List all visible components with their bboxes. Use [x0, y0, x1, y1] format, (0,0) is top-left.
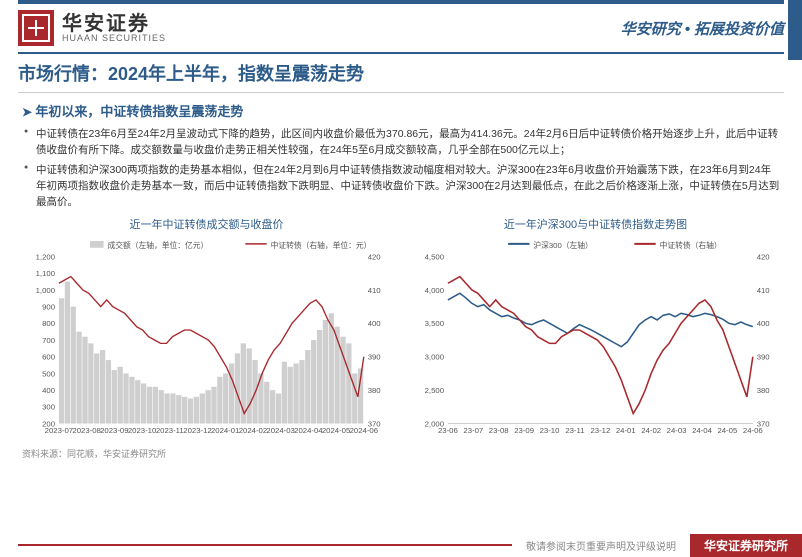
chart-right: 近一年沪深300与中证转债指数走势图 沪深300（左轴） 中证转债（右轴） 2,…: [411, 216, 780, 446]
svg-text:24-04: 24-04: [692, 427, 713, 436]
body: 年初以来，中证转债指数呈震荡走势 中证转债在23年6月至24年2月呈波动式下降的…: [0, 93, 802, 446]
svg-text:800: 800: [42, 320, 55, 329]
svg-text:23-09: 23-09: [514, 427, 534, 436]
footer-badge: 华安证券研究所: [690, 534, 802, 557]
svg-text:2024-04: 2024-04: [294, 427, 323, 436]
footer-disclaimer: 敬请参阅末页重要声明及评级说明: [512, 538, 690, 553]
svg-text:沪深300（左轴）: 沪深300（左轴）: [533, 240, 592, 250]
svg-text:420: 420: [368, 253, 381, 262]
svg-text:2023-10: 2023-10: [128, 427, 156, 436]
svg-text:2,500: 2,500: [425, 386, 444, 395]
svg-text:410: 410: [757, 286, 770, 295]
svg-text:2024-02: 2024-02: [239, 427, 267, 436]
svg-text:1,200: 1,200: [36, 253, 55, 262]
corner-accent: [788, 0, 802, 60]
svg-text:3,000: 3,000: [425, 353, 444, 362]
tagline: 华安研究•拓展投资价值: [621, 18, 784, 39]
svg-text:400: 400: [42, 386, 55, 395]
chart1-title: 近一年中证转债成交额与收盘价: [22, 216, 391, 232]
company-name-cn: 华安证券: [62, 14, 166, 34]
chart1-legend-bar: 成交额（左轴，单位：亿元）: [107, 240, 208, 250]
svg-text:600: 600: [42, 353, 55, 362]
svg-text:400: 400: [368, 320, 381, 329]
svg-text:24-01: 24-01: [616, 427, 636, 436]
company-name-en: HUAAN SECURITIES: [62, 34, 166, 43]
svg-text:700: 700: [42, 336, 55, 345]
charts-row: 近一年中证转债成交额与收盘价 成交额（左轴，单位：亿元） 中证转债（右轴，单位：…: [22, 216, 780, 446]
svg-text:2023-07: 2023-07: [45, 427, 73, 436]
svg-text:23-07: 23-07: [463, 427, 483, 436]
svg-text:24-02: 24-02: [641, 427, 661, 436]
svg-text:1,100: 1,100: [36, 269, 55, 278]
svg-text:420: 420: [757, 253, 770, 262]
svg-text:23-11: 23-11: [565, 427, 584, 436]
svg-text:1,000: 1,000: [36, 286, 55, 295]
chart-left: 近一年中证转债成交额与收盘价 成交额（左轴，单位：亿元） 中证转债（右轴，单位：…: [22, 216, 391, 446]
svg-text:4,000: 4,000: [425, 286, 444, 295]
svg-text:390: 390: [757, 353, 770, 362]
logo-block: 华安证券 HUAAN SECURITIES: [18, 10, 166, 46]
title-row: 市场行情：2024年上半年，指数呈震荡走势: [18, 52, 784, 93]
footer-line: [18, 544, 512, 546]
svg-text:24-03: 24-03: [667, 427, 687, 436]
svg-text:2023-11: 2023-11: [156, 427, 184, 436]
svg-text:2024-05: 2024-05: [322, 427, 350, 436]
svg-text:390: 390: [368, 353, 381, 362]
svg-text:2024-03: 2024-03: [266, 427, 294, 436]
tagline-a: 华安研究: [621, 21, 681, 38]
svg-text:24-06: 24-06: [743, 427, 763, 436]
bullet-list: 中证转债在23年6月至24年2月呈波动式下降的趋势，此区间内收盘价最低为370.…: [22, 126, 780, 210]
bullet-1: 中证转债在23年6月至24年2月呈波动式下降的趋势，此区间内收盘价最低为370.…: [36, 126, 780, 159]
chart1-svg: 成交额（左轴，单位：亿元） 中证转债（右轴，单位：元） 200300400500…: [22, 236, 391, 446]
svg-text:3,500: 3,500: [425, 320, 444, 329]
svg-text:380: 380: [368, 386, 381, 395]
svg-text:2023-08: 2023-08: [72, 427, 100, 436]
sub-heading: 年初以来，中证转债指数呈震荡走势: [22, 101, 780, 120]
footer: 敬请参阅末页重要声明及评级说明 华安证券研究所: [0, 535, 802, 555]
svg-text:23-08: 23-08: [489, 427, 509, 436]
bullet-2: 中证转债和沪深300两项指数的走势基本相似，但在24年2月到6月中证转债指数波动…: [36, 162, 780, 211]
tagline-b: 拓展投资价值: [694, 21, 784, 38]
svg-text:4,500: 4,500: [425, 253, 444, 262]
svg-text:2024-01: 2024-01: [211, 427, 239, 436]
source-line: 资料来源：同花顺，华安证券研究所: [0, 447, 802, 460]
svg-text:2023-09: 2023-09: [100, 427, 128, 436]
svg-text:中证转债（右轴）: 中证转债（右轴）: [660, 240, 722, 250]
svg-text:400: 400: [757, 320, 770, 329]
svg-text:300: 300: [42, 403, 55, 412]
chart1-legend-line: 中证转债（右轴，单位：元）: [271, 240, 372, 250]
page-title: 市场行情：2024年上半年，指数呈震荡走势: [18, 60, 784, 86]
svg-text:2024-06: 2024-06: [350, 427, 378, 436]
svg-text:23-10: 23-10: [540, 427, 560, 436]
svg-text:24-05: 24-05: [717, 427, 737, 436]
svg-text:900: 900: [42, 303, 55, 312]
svg-text:380: 380: [757, 386, 770, 395]
svg-text:2023-12: 2023-12: [183, 427, 211, 436]
svg-text:500: 500: [42, 370, 55, 379]
chart2-svg: 沪深300（左轴） 中证转债（右轴） 2,0002,5003,0003,5004…: [411, 236, 780, 446]
svg-text:23-06: 23-06: [438, 427, 458, 436]
svg-text:410: 410: [368, 286, 381, 295]
header: 华安证券 HUAAN SECURITIES 华安研究•拓展投资价值: [0, 4, 802, 48]
logo-icon: [18, 10, 54, 46]
chart2-title: 近一年沪深300与中证转债指数走势图: [411, 216, 780, 232]
svg-text:23-12: 23-12: [590, 427, 610, 436]
